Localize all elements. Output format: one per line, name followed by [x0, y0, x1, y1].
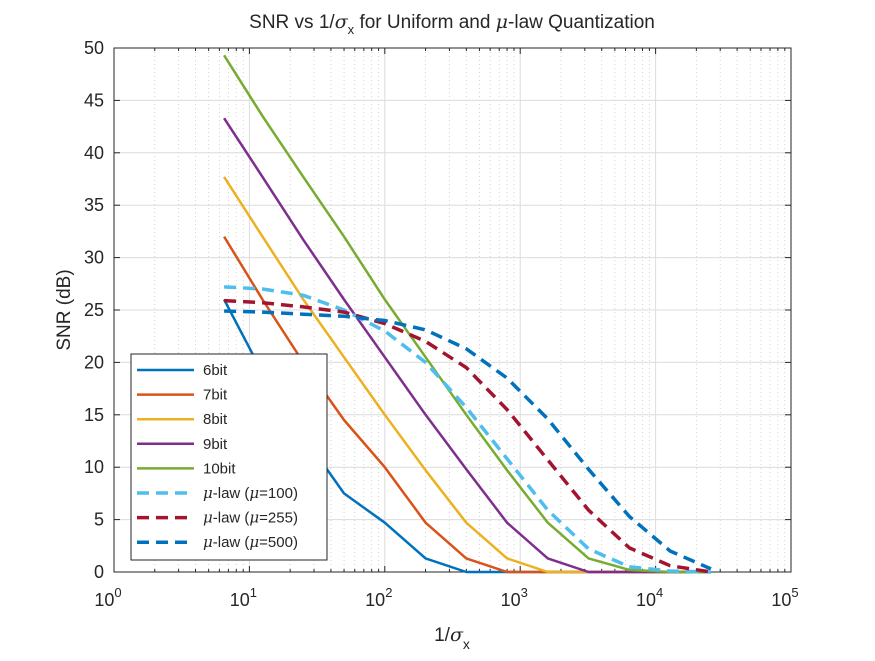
y-tick-label: 45	[84, 90, 104, 110]
legend-label: 10bit	[203, 460, 236, 477]
x-tick-label: 103	[501, 585, 528, 610]
y-tick-label: 35	[84, 195, 104, 215]
series-line-8	[224, 309, 712, 571]
y-tick-label: 50	[84, 38, 104, 58]
y-axis-label: SNR (dB)	[54, 269, 75, 350]
y-tick-label: 10	[84, 457, 104, 477]
x-tick-label: 100	[94, 585, 121, 610]
legend: 6bit 7bit 8bit 9bit 10bit μ-law (μ=100) μ-law …	[130, 353, 328, 561]
y-tick-label: 5	[94, 510, 104, 530]
legend-label: 7bit	[203, 387, 228, 404]
y-tick-label: 40	[84, 143, 104, 163]
legend-box	[130, 353, 328, 561]
series-line-4	[223, 117, 711, 574]
y-tick-label: 20	[84, 352, 104, 372]
series-line-5	[223, 54, 711, 574]
y-tick-label: 25	[84, 300, 104, 320]
legend-label: μ-law (μ=100)	[203, 484, 298, 502]
x-tick-label: 105	[771, 585, 798, 610]
x-axis-label: 1/σx	[434, 624, 470, 652]
x-tick-label: 101	[230, 585, 257, 610]
x-tick-label: 102	[365, 585, 392, 610]
legend-label: 8bit	[203, 411, 228, 428]
y-tick-label: 0	[94, 562, 104, 582]
chart-title: SNR vs 1/σx for Uniform and μ-law Quanti…	[249, 11, 655, 37]
series-line-6	[224, 285, 711, 574]
axis-ticks: 100 101 102 103 104 105 0 5 10 15 20 25 30 35 40 45 50	[84, 38, 799, 610]
legend-label: μ-law (μ=255)	[203, 509, 298, 527]
y-tick-label: 15	[84, 405, 104, 425]
series-line-7	[224, 298, 712, 574]
y-tick-label: 30	[84, 248, 104, 268]
legend-label: 9bit	[203, 436, 228, 453]
legend-label: μ-law (μ=500)	[203, 533, 298, 551]
x-tick-label: 104	[636, 585, 663, 610]
legend-label: 6bit	[203, 362, 228, 379]
